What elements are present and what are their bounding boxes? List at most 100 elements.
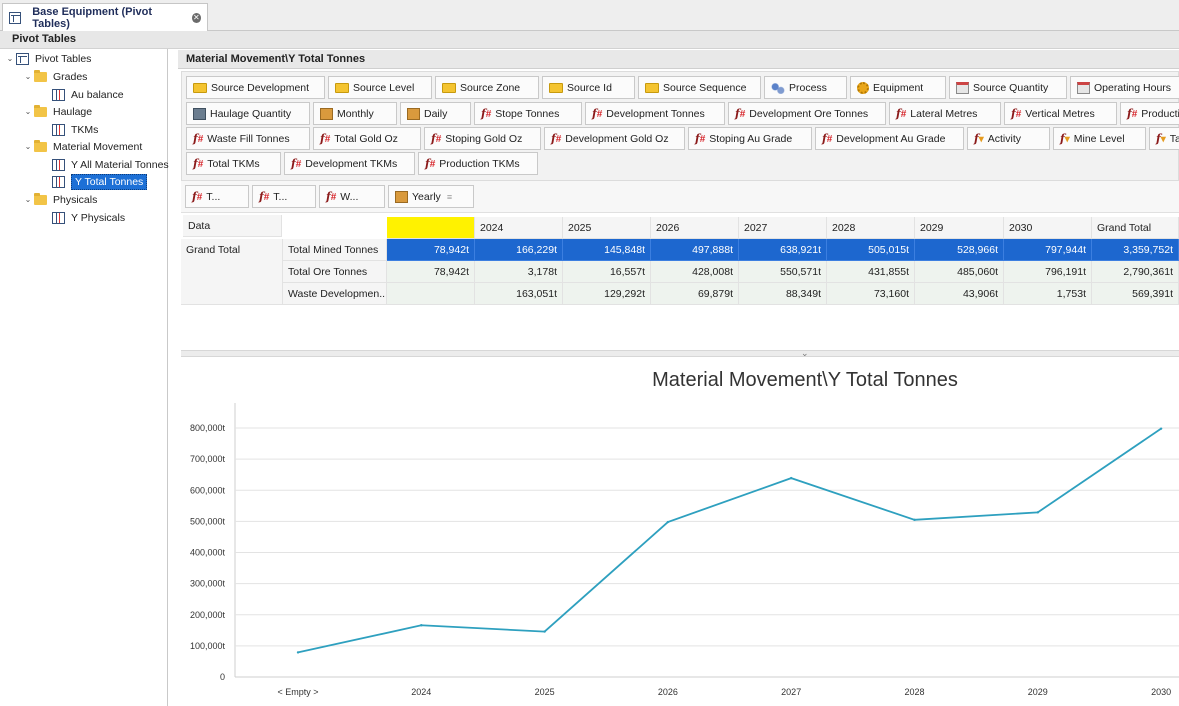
filter-chip[interactable]: f# T... <box>252 185 316 208</box>
column-header[interactable]: 2026 <box>651 217 739 239</box>
column-header[interactable]: 2025 <box>563 217 651 239</box>
chevron-down-icon[interactable]: ⌄ <box>24 107 32 116</box>
value-cell[interactable]: 145,848t <box>563 239 651 261</box>
value-cell[interactable]: 78,942t <box>387 261 475 283</box>
row-header[interactable]: Total Mined Tonnes <box>283 239 387 261</box>
close-icon[interactable]: ✕ <box>191 12 201 23</box>
value-cell[interactable] <box>387 283 475 305</box>
value-cell[interactable]: 78,942t <box>387 239 475 261</box>
field-chip[interactable]: Process <box>764 76 847 99</box>
value-cell[interactable]: 550,571t <box>739 261 827 283</box>
value-cell[interactable]: 431,855t <box>827 261 915 283</box>
field-chip[interactable]: f# Vertical Metres <box>1004 102 1117 125</box>
column-field-chip[interactable]: Yearly ≡ <box>388 185 474 208</box>
field-chip[interactable]: Source Zone <box>435 76 539 99</box>
value-cell[interactable]: 797,944t <box>1004 239 1092 261</box>
value-cell[interactable]: 505,015t <box>827 239 915 261</box>
field-label: Source Development <box>211 81 310 94</box>
column-header[interactable]: 2029 <box>915 217 1004 239</box>
tree-node-y-all-material[interactable]: Y All Material Tonnes <box>52 156 169 173</box>
filter-chip[interactable]: f# W... <box>319 185 385 208</box>
value-cell[interactable]: 69,879t <box>651 283 739 305</box>
field-chip[interactable]: f# Development Tonnes <box>585 102 725 125</box>
field-chip[interactable]: f# Development Au Grade <box>815 127 964 150</box>
field-chip[interactable]: f▾Ta <box>1149 127 1179 150</box>
field-chip[interactable]: f# Total TKMs <box>186 152 281 175</box>
field-chip[interactable]: f# Development Ore Tonnes <box>728 102 886 125</box>
value-cell[interactable]: 16,557t <box>563 261 651 283</box>
value-cell[interactable]: 497,888t <box>651 239 739 261</box>
field-chip[interactable]: Daily <box>400 102 471 125</box>
field-chip[interactable]: f# Stoping Gold Oz <box>424 127 541 150</box>
chevron-down-icon[interactable]: ⌄ <box>24 72 32 81</box>
field-chip[interactable]: f# Waste Fill Tonnes <box>186 127 310 150</box>
document-tab[interactable]: Base Equipment (Pivot Tables) ✕ <box>2 3 208 31</box>
chevron-down-icon[interactable]: ⌄ <box>24 142 32 151</box>
filter-chip[interactable]: f# T... <box>185 185 249 208</box>
chevron-down-icon[interactable]: ⌄ <box>6 54 14 63</box>
field-chip[interactable]: Source Id <box>542 76 635 99</box>
field-chip[interactable]: f# Stoping Au Grade <box>688 127 812 150</box>
field-chip[interactable]: Source Quantity <box>949 76 1067 99</box>
value-cell[interactable]: 163,051t <box>475 283 563 305</box>
field-chip[interactable]: f▾ Mine Level <box>1053 127 1146 150</box>
field-chip[interactable]: Haulage Quantity <box>186 102 310 125</box>
field-chip[interactable]: Equipment <box>850 76 946 99</box>
column-header[interactable]: 2024 <box>475 217 563 239</box>
value-cell[interactable]: 485,060t <box>915 261 1004 283</box>
chevron-down-icon[interactable]: ⌄ <box>801 348 809 358</box>
field-chip[interactable]: f#Production <box>1120 102 1179 125</box>
value-cell[interactable]: 2,790,361t <box>1092 261 1179 283</box>
value-cell[interactable]: 43,906t <box>915 283 1004 305</box>
tree-node-tkms[interactable]: TKMs <box>52 121 98 138</box>
value-cell[interactable]: 569,391t <box>1092 283 1179 305</box>
field-chip[interactable]: Operating Hours <box>1070 76 1179 99</box>
calendar-icon <box>407 107 420 120</box>
field-chip[interactable]: f# Lateral Metres <box>889 102 1001 125</box>
value-cell[interactable]: 3,359,752t <box>1092 239 1179 261</box>
formula-icon: f# <box>192 190 203 203</box>
value-cell[interactable]: 73,160t <box>827 283 915 305</box>
value-cell[interactable]: 528,966t <box>915 239 1004 261</box>
row-header[interactable]: Waste Developmen... <box>283 283 387 305</box>
value-cell[interactable]: 88,349t <box>739 283 827 305</box>
column-header[interactable]: 2028 <box>827 217 915 239</box>
tree-node-haulage[interactable]: ⌄ Haulage <box>22 103 92 120</box>
column-header[interactable]: 2027 <box>739 217 827 239</box>
tree-node-material-movement[interactable]: ⌄ Material Movement <box>22 138 142 155</box>
field-chip[interactable]: f# Development TKMs <box>284 152 415 175</box>
row-header-grand-total[interactable]: Grand Total <box>181 239 283 305</box>
field-chip[interactable]: f# Development Gold Oz <box>544 127 685 150</box>
field-chip[interactable]: f# Stope Tonnes <box>474 102 582 125</box>
field-chip[interactable]: f# Production TKMs <box>418 152 538 175</box>
value-cell[interactable]: 638,921t <box>739 239 827 261</box>
field-chip[interactable]: f▾ Activity <box>967 127 1050 150</box>
value-cell[interactable]: 166,229t <box>475 239 563 261</box>
field-label: Source Level <box>353 81 415 94</box>
field-chip[interactable]: Source Development <box>186 76 325 99</box>
tree-node-au-balance[interactable]: Au balance <box>52 86 124 103</box>
value-cell[interactable]: 129,292t <box>563 283 651 305</box>
field-chip[interactable]: Source Sequence <box>638 76 761 99</box>
splitter[interactable]: ⌄ <box>181 348 1179 358</box>
field-chip[interactable]: f# Total Gold Oz <box>313 127 421 150</box>
data-header[interactable]: Data <box>183 215 282 237</box>
tree-node-root[interactable]: ⌄ Pivot Tables <box>4 50 91 67</box>
tree-node-grades[interactable]: ⌄ Grades <box>22 68 87 85</box>
chevron-down-icon[interactable]: ⌄ <box>24 195 32 204</box>
value-cell[interactable]: 796,191t <box>1004 261 1092 283</box>
field-chip[interactable]: Monthly <box>313 102 397 125</box>
column-header-empty[interactable] <box>387 217 475 239</box>
tree-node-y-physicals[interactable]: Y Physicals <box>52 209 125 226</box>
column-header[interactable]: Grand Total <box>1092 217 1179 239</box>
field-chip[interactable]: Source Level <box>328 76 432 99</box>
tree-node-y-total-tonnes[interactable]: Y Total Tonnes <box>52 173 148 190</box>
column-header[interactable]: 2030 <box>1004 217 1092 239</box>
value-cell[interactable]: 428,008t <box>651 261 739 283</box>
value-cell[interactable]: 1,753t <box>1004 283 1092 305</box>
value-cell[interactable]: 3,178t <box>475 261 563 283</box>
tree-node-physicals[interactable]: ⌄ Physicals <box>22 191 97 208</box>
sort-icon[interactable]: ≡ <box>446 191 453 202</box>
panel-title-bar: Pivot Tables <box>0 31 1179 49</box>
row-header[interactable]: Total Ore Tonnes <box>283 261 387 283</box>
